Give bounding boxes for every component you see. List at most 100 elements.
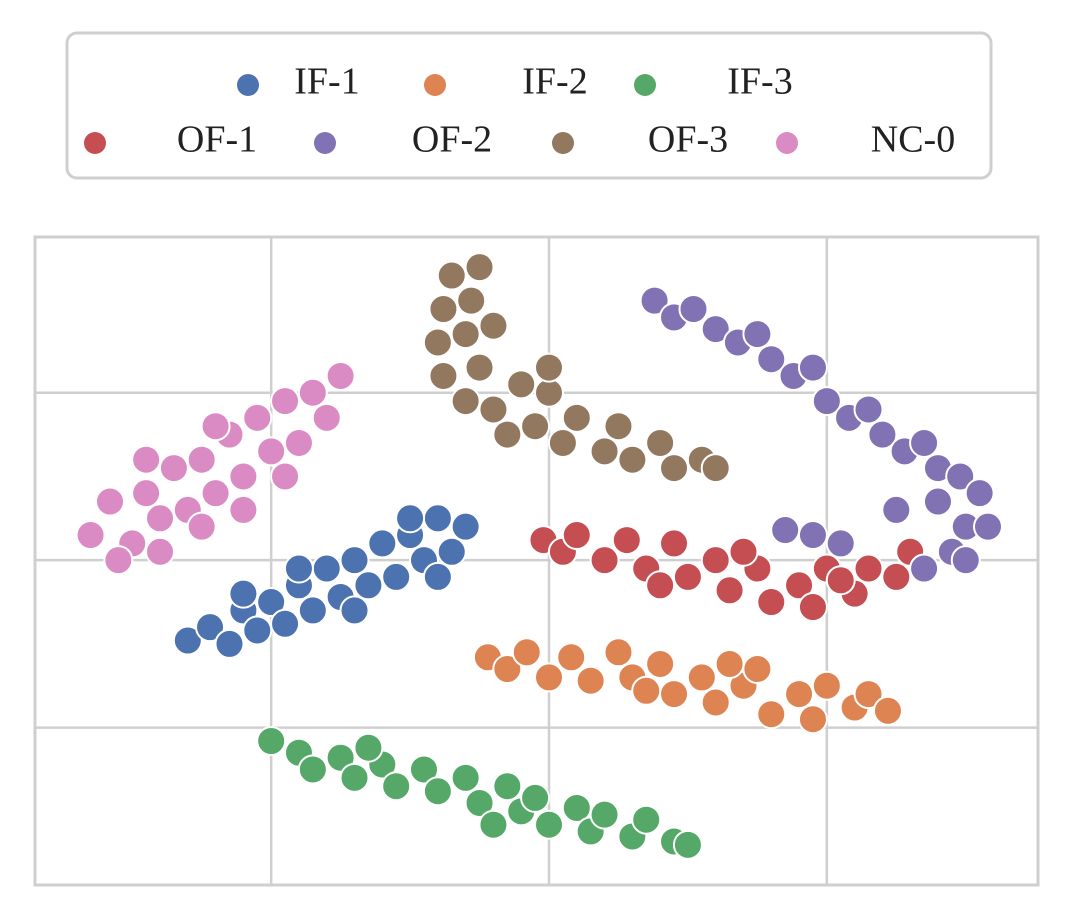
point: [95, 486, 126, 517]
point: [561, 402, 592, 433]
point: [506, 369, 537, 400]
point: [311, 553, 342, 584]
point: [784, 570, 815, 601]
point: [950, 545, 981, 576]
point: [297, 754, 328, 785]
point: [228, 578, 259, 609]
point: [381, 561, 412, 592]
point: [534, 377, 565, 408]
point: [408, 754, 439, 785]
point: [283, 553, 314, 584]
point: [256, 436, 287, 467]
point: [297, 595, 328, 626]
point: [575, 665, 606, 696]
point: [297, 377, 328, 408]
point: [186, 444, 217, 475]
point: [922, 486, 953, 517]
point: [853, 553, 884, 584]
point: [75, 520, 106, 551]
point: [603, 411, 634, 442]
point: [422, 561, 453, 592]
point: [456, 285, 487, 316]
point: [645, 648, 676, 679]
point: [589, 799, 620, 830]
point: [678, 294, 709, 324]
point: [700, 545, 731, 576]
point: [972, 511, 1003, 542]
point: [639, 285, 670, 316]
point: [797, 520, 828, 551]
legend-label: OF-1: [177, 119, 257, 161]
point: [186, 511, 217, 542]
legend: IF-1 IF-2 IF-3 OF-1 OF-2 OF-3 NC-0: [84, 61, 955, 161]
point: [645, 427, 676, 458]
point: [242, 615, 273, 646]
legend-label: IF-3: [727, 61, 792, 103]
point: [811, 386, 842, 417]
points: [75, 252, 1003, 860]
point: [158, 453, 189, 484]
legend-marker: [84, 132, 106, 154]
point: [450, 762, 481, 793]
point: [256, 587, 287, 618]
point: [659, 528, 690, 559]
point: [534, 352, 565, 383]
point: [714, 648, 745, 679]
point: [700, 314, 731, 345]
point: [145, 503, 176, 534]
point: [825, 528, 856, 559]
point: [756, 344, 787, 375]
point: [464, 352, 495, 383]
point: [686, 662, 717, 693]
legend-label: IF-1: [294, 61, 359, 103]
point: [659, 679, 690, 710]
point: [228, 494, 259, 525]
point: [242, 402, 273, 433]
point: [784, 679, 815, 710]
point: [464, 787, 495, 818]
point: [436, 536, 467, 567]
point: [367, 528, 398, 559]
legend-box: [65, 31, 993, 180]
point: [422, 503, 453, 534]
legend-label: NC-0: [871, 119, 955, 161]
point: [603, 637, 634, 668]
point: [770, 515, 801, 546]
point: [797, 592, 828, 623]
point: [131, 478, 162, 509]
point: [395, 503, 426, 534]
point: [195, 612, 226, 643]
legend-marker: [424, 74, 446, 96]
point: [478, 310, 509, 341]
point: [589, 436, 620, 467]
point: [811, 670, 842, 701]
point: [131, 444, 162, 475]
point: [450, 386, 481, 417]
point: [611, 525, 642, 556]
point: [492, 654, 523, 684]
point: [547, 427, 578, 458]
point: [145, 536, 176, 567]
point: [450, 511, 481, 542]
point: [436, 260, 467, 291]
point: [256, 726, 287, 756]
point: [511, 637, 542, 668]
point: [825, 565, 856, 596]
point: [728, 536, 759, 567]
legend-label: IF-2: [522, 61, 587, 103]
point: [853, 679, 884, 710]
point: [881, 494, 912, 525]
point: [631, 804, 662, 835]
point: [270, 461, 301, 492]
point: [881, 561, 912, 592]
point: [492, 771, 523, 802]
point: [659, 453, 690, 484]
point: [964, 478, 995, 509]
point: [872, 695, 903, 726]
point: [672, 829, 703, 860]
legend-marker: [634, 74, 656, 96]
point: [283, 427, 314, 458]
point: [325, 360, 356, 391]
point: [589, 545, 620, 576]
point: [428, 360, 459, 391]
